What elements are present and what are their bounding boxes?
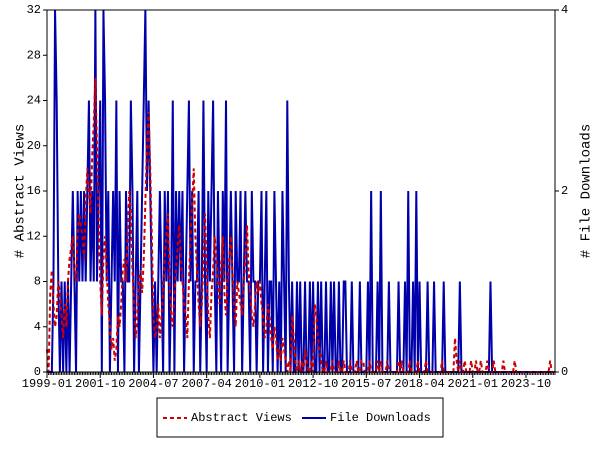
y-tick-label: 12 [27, 229, 41, 243]
y-tick-label: 0 [34, 365, 41, 379]
y-tick-label: 16 [27, 184, 41, 198]
x-tick-label: 2015-07 [341, 377, 391, 391]
y-tick-label: 28 [27, 48, 41, 62]
x-tick-label: 2023-10 [501, 377, 551, 391]
legend-label: Abstract Views [191, 411, 292, 425]
x-tick-label: 1999-01 [22, 377, 72, 391]
x-tick-label: 2012-10 [288, 377, 338, 391]
y-axis-label: # Abstract Views [13, 124, 29, 258]
y2-tick-label: 0 [561, 365, 568, 379]
y-tick-label: 20 [27, 139, 41, 153]
y2-axis-label: # File Downloads [579, 124, 595, 258]
y-tick-label: 24 [27, 94, 41, 108]
y2-tick-label: 2 [561, 184, 568, 198]
y-tick-label: 8 [34, 275, 41, 289]
legend-label: File Downloads [330, 411, 431, 425]
x-tick-label: 2021-01 [448, 377, 498, 391]
legend [156, 397, 444, 438]
y-tick-label: 4 [34, 320, 41, 334]
x-tick-label: 2007-04 [181, 377, 231, 391]
y-tick-label: 32 [27, 3, 41, 17]
x-tick-label: 2018-04 [394, 377, 444, 391]
x-tick-label: 2004-07 [128, 377, 178, 391]
x-tick-label: 2010-01 [235, 377, 285, 391]
y2-tick-label: 4 [561, 3, 568, 17]
plot-frame [46, 9, 556, 373]
x-tick-label: 2001-10 [75, 377, 125, 391]
